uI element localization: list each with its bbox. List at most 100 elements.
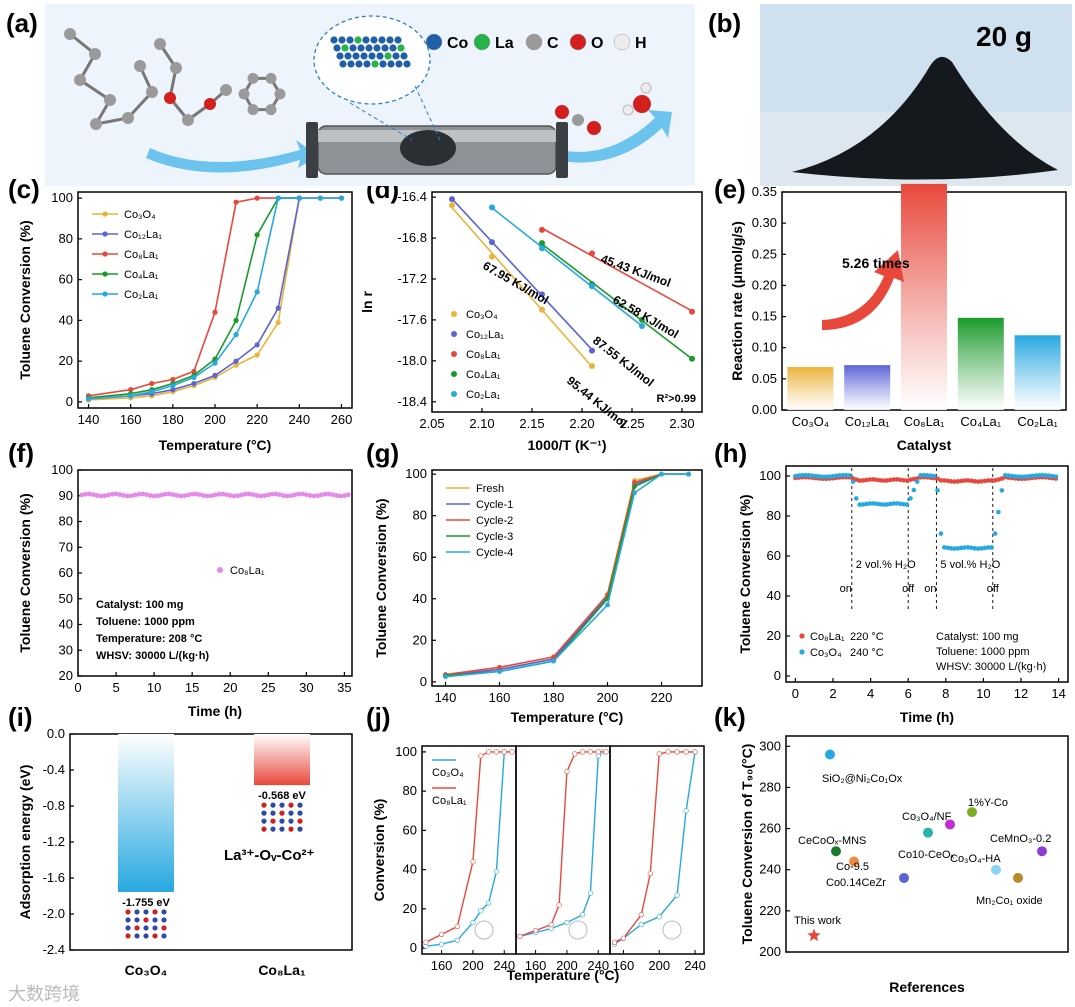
data-point-Co8La1 [938,478,944,483]
reference-label: Co10-CeOₓ [898,849,955,861]
data-point-Co2La1 [864,501,869,507]
powder-pile [792,56,1058,180]
data-point-Co2La1 [969,545,974,551]
data-point-Co8La1 [338,493,343,499]
data-point-Co2La1 [489,204,495,211]
data-point-Co3O4 [454,937,460,943]
data-point-Co2La1 [1026,474,1032,479]
data-point-Co8La1 [620,935,627,941]
data-point-reference [945,819,955,830]
data-point-Co2La1 [233,332,239,338]
x-axis-label: Temperature (°C) [511,709,624,725]
y-axis-label: Toluene Conversion (%) [17,493,33,652]
data-point-Co8La1 [128,387,134,393]
data-point-Co8La1 [246,491,252,497]
structure-atom [261,802,267,808]
reference-label: CeMnO₃-0.2 [990,833,1051,845]
x-axis-label: References [889,979,965,995]
lattice-atom [395,60,403,68]
zoom-line [349,102,413,141]
x-tick-label: Co₈La₁ [904,414,945,429]
data-point-Co2La1 [867,501,873,506]
ester-atom [170,62,182,74]
data-point-Co2La1 [887,501,893,507]
data-point-Co8La1 [326,491,332,497]
series-line-Co3O4 [88,197,301,401]
structure-atom [297,826,303,832]
data-point-Co3O4 [683,808,689,814]
ester-atom [220,84,232,96]
data-point-Co2La1 [860,502,866,507]
data-point-Co8La1 [898,477,903,483]
lattice-atom [400,52,408,60]
data-point-Co8La1 [478,753,484,759]
series-line-Co8La1 [425,751,513,943]
legend-label: Fresh [476,483,504,495]
data-point-Co12La1 [233,358,239,364]
event-label: off [902,583,915,595]
condition-note: Catalyst: 100 mg [936,631,1019,643]
x-tick-label: 5 [112,680,119,695]
data-point-Co2La1 [881,502,886,507]
structure-atom [152,917,158,923]
ester-atom [164,92,176,104]
data-point-Co2La1 [816,474,822,479]
structure-atom [279,802,285,808]
y-tick-label: 300 [759,738,781,753]
ester-atom [154,38,166,50]
data-point-Co2La1 [955,546,961,551]
y-tick-label: 220 [759,903,781,918]
data-point-Co8La1 [319,492,324,498]
data-point-Co8La1 [979,479,984,484]
data-point-Co2La1 [911,487,917,493]
data-point-Cycle-4 [497,669,502,674]
data-point-Co2La1 [941,545,947,550]
data-point-Co2La1 [901,502,906,507]
watermark-text: 大数跨境 [8,984,80,1004]
y-tick-label: 50 [59,591,73,606]
data-point-Co8La1 [125,493,130,499]
lattice-atom [347,60,355,68]
y-tick-label: 0.00 [752,402,777,417]
data-point-Co8La1 [894,477,900,482]
data-point-Co8La1 [307,493,313,498]
data-point-Co8La1 [454,923,460,930]
mass-label: 20 g [976,21,1032,52]
data-point-Co8La1 [220,491,226,497]
data-point-Cycle-2 [497,664,502,670]
data-point-Co12La1 [170,387,176,393]
fit-line-Co4La1 [541,243,693,360]
data-point-Co2La1 [317,195,323,201]
data-point-Co3O4 [539,306,545,313]
structure-atom [297,810,303,816]
data-point-Co8La1 [874,477,879,483]
structure-atom [143,917,149,923]
data-point-Co8La1 [870,477,876,482]
activation-energy-label: 87.55 KJ/mol [590,333,656,389]
y-tick-label: 260 [759,821,781,836]
legend-label: Co₃O₄ [810,647,842,659]
data-point-Co2La1 [1013,474,1018,479]
data-point-Co8La1 [208,493,214,499]
data-point-Co8La1 [300,491,305,497]
data-point-Co8La1 [965,478,971,483]
x-tick-label: 240 [684,958,706,973]
lattice-atom [376,52,384,60]
data-point-Co8La1 [106,492,111,498]
data-point-Co2La1 [1009,473,1015,479]
data-point-Co8La1 [239,492,245,498]
data-point-Co8La1 [163,491,168,497]
data-point-Co8La1 [891,477,896,482]
y-tick-label: 20 [59,353,73,368]
data-point-Co8La1 [901,478,906,483]
molecule-sketch [662,920,682,940]
series-line-Co3O4 [614,751,696,945]
legend-label: Cycle-3 [476,531,513,543]
data-point-Co2La1 [982,545,988,551]
data-point-Co8La1 [128,493,134,499]
y-tick-label: 40 [413,591,427,606]
data-point-Co2La1 [952,546,957,551]
data-point-Co8La1 [151,493,157,499]
x-tick-label: Co₂La₁ [1017,414,1058,429]
structure-atom [297,802,303,808]
